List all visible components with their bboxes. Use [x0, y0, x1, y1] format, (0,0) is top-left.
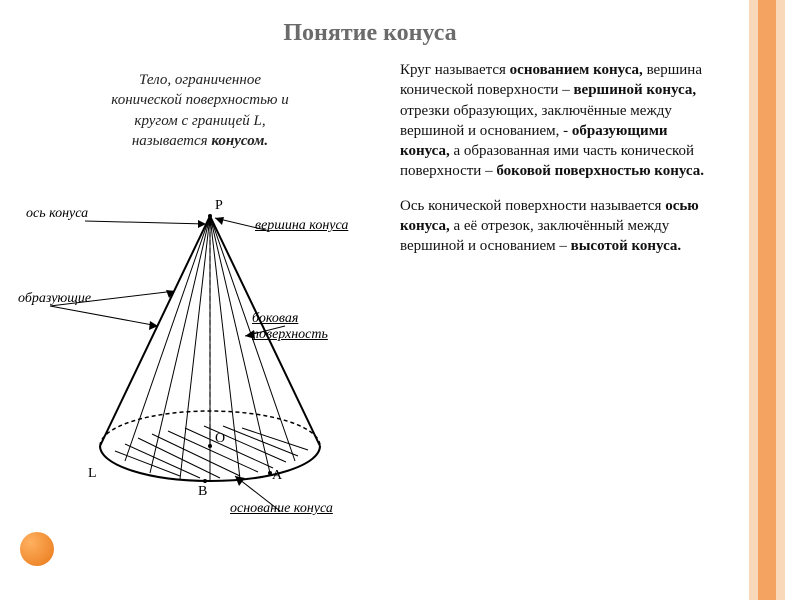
label-generators: образующие — [18, 291, 91, 307]
label-axis: ось конуса — [26, 206, 88, 222]
p2-pre: Ось конической поверхности называется — [400, 198, 665, 214]
p1-pre: Круг называется — [400, 62, 510, 78]
label-lateral: боковая поверхность — [252, 311, 370, 343]
label-base: основание конуса — [230, 501, 333, 517]
def-line1: Тело, ограниченное — [139, 72, 261, 88]
cone-diagram: ось конуса образующие вершина конуса бок… — [30, 176, 370, 536]
p1-b4: боковой поверхностью конуса. — [496, 163, 704, 179]
def-line2: конической поверхностью и — [111, 92, 288, 108]
label-O: O — [215, 431, 225, 447]
p1-b1: основанием конуса, — [510, 62, 643, 78]
label-B: B — [198, 484, 207, 500]
def-line4-bold: конусом. — [211, 133, 268, 149]
decor-ball-icon — [20, 532, 54, 566]
left-column: Тело, ограниченное конической поверхност… — [30, 70, 370, 536]
label-P: P — [215, 198, 223, 214]
def-line4-pre: называется — [132, 133, 212, 149]
paragraph-1: Круг называется основанием конуса, верши… — [400, 60, 720, 182]
p1-b2: вершиной конуса, — [573, 82, 696, 98]
label-apex: вершина конуса — [255, 218, 348, 234]
decor-stripe-inner — [758, 0, 776, 600]
p2-b2: высотой конуса. — [571, 238, 682, 254]
right-column: Круг называется основанием конуса, верши… — [400, 60, 720, 270]
cone-definition: Тело, ограниченное конической поверхност… — [30, 70, 370, 151]
label-A: A — [272, 468, 282, 484]
def-line3: кругом с границей L, — [134, 113, 265, 129]
label-L: L — [88, 466, 97, 482]
paragraph-2: Ось конической поверхности называется ос… — [400, 196, 720, 257]
page-title: Понятие конуса — [0, 20, 740, 47]
